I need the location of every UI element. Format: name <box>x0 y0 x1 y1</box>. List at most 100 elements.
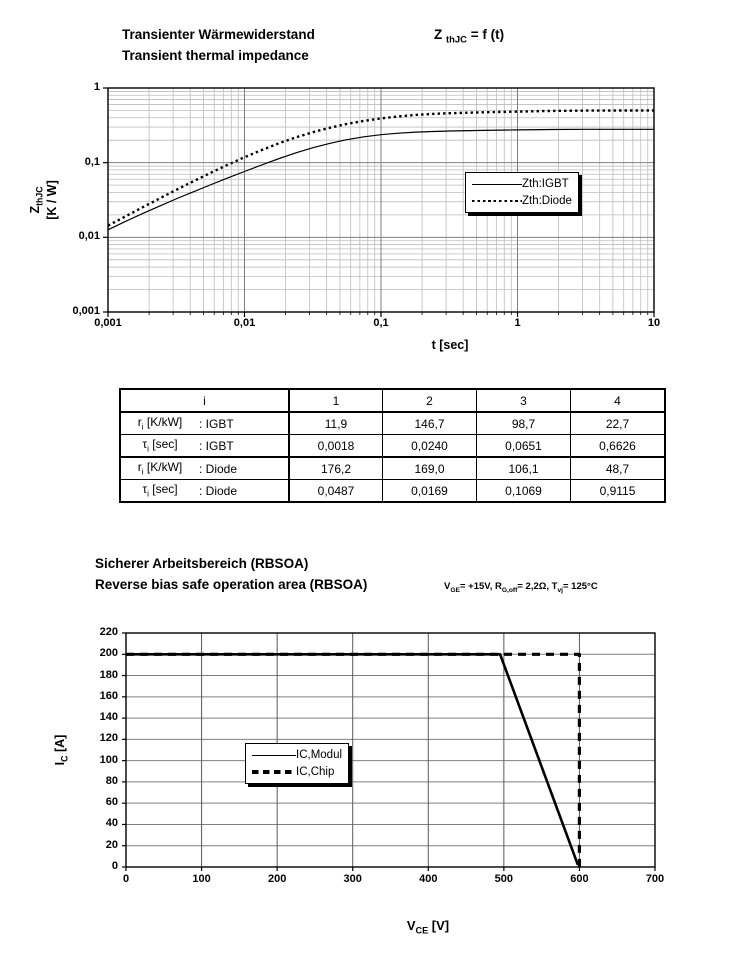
solid-line-icon <box>252 754 296 756</box>
rbsoa-x-tick-label: 100 <box>192 873 211 885</box>
zth-plot-area <box>103 87 655 317</box>
zth-legend-item-igbt: Zth:IGBT <box>472 177 572 191</box>
rbsoa-y-tick-label: 140 <box>99 711 118 724</box>
rbsoa-y-tick-label: 100 <box>99 753 118 766</box>
table-row: τi [sec] : Diode 0,0487 0,0169 0,1069 0,9115 <box>121 479 664 501</box>
table-row-label: ri [K/kW] : Diode <box>121 458 288 479</box>
rbsoa-legend-modul-label: IC,Modul <box>296 749 343 761</box>
table-value-cell: 0,9115 <box>570 480 664 501</box>
zth-title-en: Transient thermal impedance <box>122 48 309 63</box>
plot-border <box>125 632 656 868</box>
rbsoa-y-tick-label: 160 <box>99 689 118 702</box>
table-value-cell: 22,7 <box>570 413 664 434</box>
rbsoa-legend: IC,Modul IC,Chip <box>245 743 350 784</box>
zth-y-axis-title-unit: [K / W] <box>45 180 60 220</box>
rbsoa-x-tick-label: 0 <box>122 873 130 885</box>
zth-legend-item-diode: Zth:Diode <box>472 194 572 208</box>
table-value-cell: 0,0240 <box>382 435 476 456</box>
table-header-cell: 3 <box>476 390 570 411</box>
table-row-label: τi [sec] : IGBT <box>121 435 288 456</box>
rbsoa-y-tick-label: 20 <box>105 838 118 851</box>
table-value-cell: 11,9 <box>288 413 382 434</box>
rbsoa-x-tick-label: 600 <box>570 873 589 885</box>
zth-formula: Z thJC = f (t) <box>434 27 505 46</box>
table-value-cell: 0,0487 <box>288 480 382 501</box>
table-value-cell: 98,7 <box>476 413 570 434</box>
zth-x-tick-label: 1 <box>514 317 521 329</box>
row-device: : Diode <box>199 461 238 476</box>
row-symbol: τi [sec] <box>142 437 178 454</box>
solid-line-icon <box>472 183 522 185</box>
rbsoa-chart: IC,Modul IC,Chip IC [A] VCE [V] 0 100 200 3… <box>53 626 664 936</box>
table-value-cell: 48,7 <box>570 458 664 479</box>
zth-legend-igbt-label: Zth:IGBT <box>522 178 569 190</box>
rbsoa-legend-item-chip: IC,Chip <box>252 765 342 779</box>
rbsoa-title-de: Sicherer Arbeitsbereich (RBSOA) <box>95 556 309 571</box>
rbsoa-y-tick-label: 60 <box>105 796 118 809</box>
row-symbol: τi [sec] <box>142 482 178 499</box>
zth-x-tick-label: 0,01 <box>233 317 256 329</box>
rbsoa-legend-chip-label: IC,Chip <box>296 766 335 778</box>
table-row: ri [K/kW]: Diode 176,2 169,0 106,1 48,7 <box>121 456 664 479</box>
dashed-line-icon <box>252 770 296 774</box>
curve-ic-chip <box>126 652 581 867</box>
zth-legend-diode-label: Zth:Diode <box>522 195 572 207</box>
table-row-label: ri [K/kW] : IGBT <box>121 413 288 434</box>
table-value-cell: 169,0 <box>382 458 476 479</box>
impedance-table: i 1 2 3 4 ri [K/kW]: IGBT 11,9 146,7 98,7 22,7 τi … <box>119 388 666 503</box>
curve-ic-modul <box>126 652 580 866</box>
table-header-cell: i <box>203 393 206 408</box>
rbsoa-y-tick-label: 40 <box>105 817 118 830</box>
table-value-cell: 0,0169 <box>382 480 476 501</box>
rbsoa-x-tick-label: 400 <box>419 873 438 885</box>
table-header-cell: 1 <box>288 390 382 411</box>
row-symbol: ri [K/kW] <box>137 460 183 477</box>
zth-y-tick-label: 0,001 <box>72 305 100 317</box>
row-symbol: ri [K/kW] <box>137 415 183 432</box>
rbsoa-y-tick-label: 200 <box>99 647 118 660</box>
plot-border <box>107 87 655 313</box>
rbsoa-x-tick-label: 500 <box>494 873 514 885</box>
table-header-cell: 2 <box>382 390 476 411</box>
rbsoa-x-axis-title: VCE [V] <box>406 918 450 936</box>
dotted-line-icon <box>472 199 522 203</box>
table-value-cell: 0,1069 <box>476 480 570 501</box>
curve-zth-igbt <box>107 128 654 231</box>
rbsoa-x-tick-label: 300 <box>343 873 362 885</box>
zth-x-tick-label: 0,1 <box>373 317 389 329</box>
zth-chart: Zth:IGBT Zth:Diode ZthJC [K / W] t [sec]… <box>28 81 660 352</box>
rbsoa-y-tick-label: 80 <box>105 774 118 787</box>
table-value-cell: 0,0018 <box>288 435 382 456</box>
row-device: : Diode <box>199 483 238 498</box>
zth-y-axis-title-symbol: ZthJC <box>28 186 45 214</box>
table-row: τi [sec] : IGBT 0,0018 0,0240 0,0651 0,6626 <box>121 434 664 456</box>
zth-y-tick-label: 0,01 <box>78 230 100 243</box>
zth-y-tick-label: 1 <box>93 81 100 93</box>
rbsoa-title-en: Reverse bias safe operation area (RBSOA) <box>95 577 368 592</box>
table-value-cell: 106,1 <box>476 458 570 479</box>
zth-y-tick-label: 0,1 <box>84 155 100 168</box>
zth-title-de: Transienter Wärmewiderstand <box>122 27 315 42</box>
table-value-cell: 0,0651 <box>476 435 570 456</box>
table-value-cell: 146,7 <box>382 413 476 434</box>
zth-x-tick-label: 0,001 <box>94 317 122 329</box>
zth-legend: Zth:IGBT Zth:Diode <box>465 172 579 213</box>
curve-zth-diode <box>107 109 654 227</box>
table-header-cell: 4 <box>570 390 664 411</box>
rbsoa-y-tick-label: 220 <box>99 626 118 638</box>
table-row: ri [K/kW] : IGBT 11,9 146,7 98,7 22,7 <box>121 411 664 434</box>
rbsoa-plot-area <box>122 632 656 871</box>
row-device: : IGBT <box>199 438 234 453</box>
rbsoa-conditions: VGE= +15V, RG,off= 2,2Ω, Tvj= 125°C <box>444 581 598 594</box>
rbsoa-y-tick-label: 180 <box>99 668 118 681</box>
rbsoa-y-tick-label: 0 <box>111 860 118 872</box>
rbsoa-legend-item-modul: IC,Modul <box>252 748 342 762</box>
table-row-label: τi [sec] : Diode <box>121 480 288 501</box>
zth-y-axis-title: ZthJC [K / W] <box>28 125 68 275</box>
rbsoa-x-tick-label: 700 <box>645 873 665 885</box>
row-device: : IGBT <box>199 416 234 431</box>
zth-x-axis-title: t [sec] <box>431 338 469 352</box>
table-value-cell: 0,6626 <box>570 435 664 456</box>
rbsoa-x-tick-label: 200 <box>267 873 287 885</box>
